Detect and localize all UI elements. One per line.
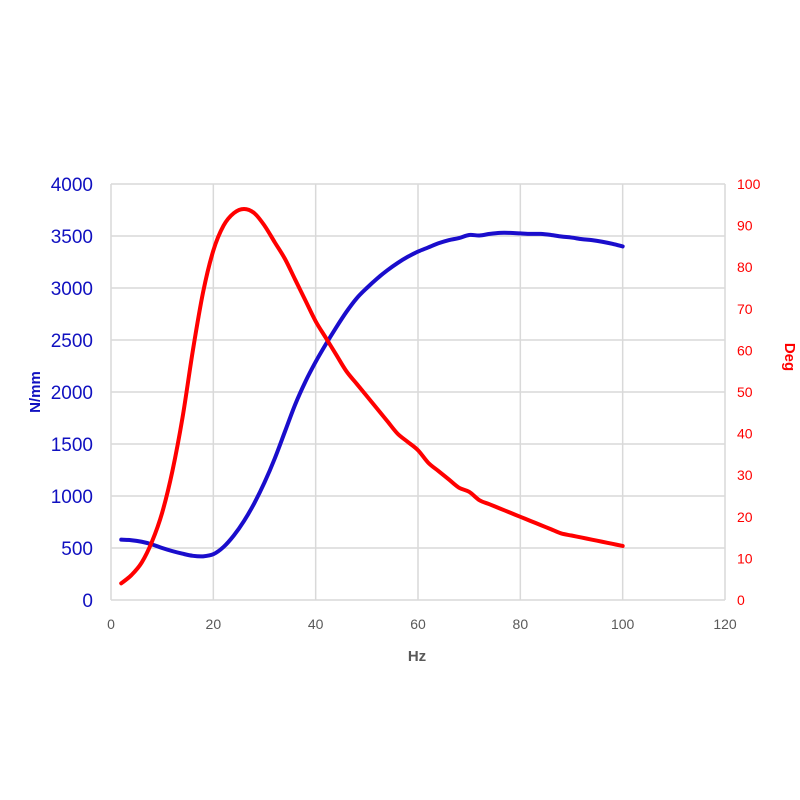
y-left-tick-label: 2500 <box>51 331 93 352</box>
x-tick-label: 100 <box>611 616 635 632</box>
y-left-tick-label: 1500 <box>51 435 93 456</box>
y-right-tick-label: 0 <box>737 592 745 608</box>
y-left-tick-label: 1000 <box>51 487 93 508</box>
x-tick-label: 120 <box>713 616 737 632</box>
y-right-tick-label: 10 <box>737 550 753 566</box>
y-left-tick-label: 0 <box>82 591 93 612</box>
y-right-tick-label: 60 <box>737 342 753 358</box>
y-left-tick-label: 3000 <box>51 279 93 300</box>
y-left-tick-label: 2000 <box>51 383 93 404</box>
x-tick-label: 80 <box>513 616 529 632</box>
y-left-tick-label: 500 <box>61 539 93 560</box>
y-right-tick-label: 50 <box>737 384 753 400</box>
y-right-tick-label: 100 <box>737 176 761 192</box>
y-right-tick-label: 70 <box>737 301 753 317</box>
stiffness-nmm-line <box>119 230 625 559</box>
x-tick-label: 40 <box>308 616 324 632</box>
gridlines <box>110 183 726 601</box>
y-right-tick-label: 40 <box>737 426 753 442</box>
y-left-tick-label: 4000 <box>51 175 93 196</box>
y-right-tick-label: 80 <box>737 259 753 275</box>
x-tick-label: 20 <box>206 616 222 632</box>
x-axis-label: Hz <box>408 648 426 665</box>
y-right-tick-label: 30 <box>737 467 753 483</box>
y-right-tick-label: 20 <box>737 509 753 525</box>
series-lines <box>119 206 625 586</box>
x-tick-label: 0 <box>107 616 115 632</box>
y-axis-left-label: N/mm <box>27 371 44 413</box>
y-left-tick-label: 3500 <box>51 227 93 248</box>
y-right-tick-label: 90 <box>737 218 753 234</box>
x-tick-label: 60 <box>410 616 426 632</box>
y-axis-right-label: Deg <box>781 343 798 371</box>
phase-deg-line <box>119 206 625 586</box>
